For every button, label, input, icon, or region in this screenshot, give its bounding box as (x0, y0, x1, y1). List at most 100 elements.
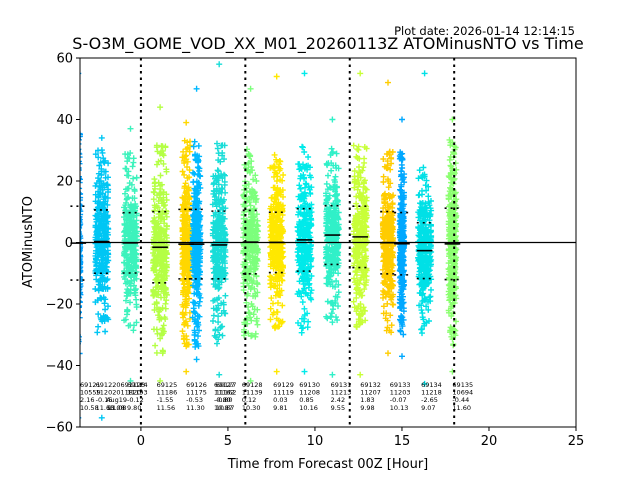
y-axis: −60 −40 −20 0 20 40 60 (46, 52, 80, 436)
annotation-13-line-1: 69131 (331, 381, 352, 389)
annotation-1-line-1: 69121 (80, 381, 101, 389)
x-tick-label-20: 20 (481, 434, 498, 449)
annotation-6-line-1: 69125 (157, 381, 178, 389)
annotation-3-line-3: Aug19 (106, 396, 127, 404)
scatter-series-8 (240, 85, 261, 384)
annotation-2-line-2: 11202011820 (96, 389, 141, 397)
scatter-series-5 (179, 119, 193, 375)
scatter-series-12 (350, 70, 370, 378)
x-tick-label-15: 15 (394, 434, 411, 449)
annotation-17-line-2: 10694 (452, 389, 473, 397)
annotation-14-line-3: 1.83 (360, 396, 374, 404)
annotation-12-line-2: 11208 (299, 389, 320, 397)
annotation-4-line-4: 11.08 (108, 404, 127, 412)
annotation-16-line-4: 9.07 (421, 404, 435, 412)
annotation-11-line-4: 9.81 (273, 404, 287, 412)
annotation-5-line-3: -0.12 (127, 396, 144, 404)
annotation-15-line-1: 69133 (390, 381, 411, 389)
scatter-series-2 (92, 134, 112, 421)
annotation-13-line-3: 2.42 (331, 396, 345, 404)
plot-date: Plot date: 2026-01-14 12:14:15 (394, 24, 575, 38)
annotation-9-line-2: 11162 (214, 389, 235, 397)
y-tick-label-0: 0 (65, 236, 73, 251)
x-tick-label-0: 0 (137, 434, 145, 449)
annotation-15-line-4: 10.13 (390, 404, 409, 412)
y-axis-label: ATOMinusNTO (21, 196, 36, 288)
annotation-5-line-4: 9.80 (127, 404, 141, 412)
annotation-9-line-4: 10.87 (214, 404, 233, 412)
y-tick-label--20: −20 (46, 298, 73, 313)
annotation-15-line-3: -0.07 (390, 396, 407, 404)
annotation-2-line-3: -0.15 (96, 396, 113, 404)
annotation-10-line-1: 69128 (242, 381, 263, 389)
annotation-3-line-4: 10.08 (106, 404, 125, 412)
annotation-8-line-1: 69127 (216, 381, 237, 389)
chart-title: S-O3M_GOME_VOD_XX_M01_20260113Z ATOMinus… (72, 34, 583, 54)
annotation-13-line-4: 9.55 (331, 404, 345, 412)
annotation-2-line-1: 691220691123 (96, 381, 146, 389)
annotation-16-line-1: 69134 (421, 381, 442, 389)
x-tick-label-10: 10 (307, 434, 324, 449)
scatter-series-7 (209, 61, 229, 378)
annotation-10-line-4: 10.30 (242, 404, 261, 412)
annotation-14-line-2: 11207 (360, 389, 381, 397)
annotation-6-line-4: 11.56 (157, 404, 176, 412)
annotation-7-line-3: -0.53 (186, 396, 203, 404)
scatter-series-13 (379, 79, 397, 357)
annotation-9-line-1: 69127 (214, 381, 235, 389)
annotation-8-line-3: -0.80 (216, 396, 233, 404)
annotation-14-line-4: 9.98 (360, 404, 374, 412)
annotation-16-line-2: 11218 (421, 389, 442, 397)
annotation-11-line-2: 11119 (273, 389, 294, 397)
annotation-13-line-2: 11213 (331, 389, 352, 397)
annotation-1-line-4: 10.58 (80, 404, 99, 412)
annotation-2-line-4: 11.63 (96, 404, 115, 412)
annotation-8-line-2: 11162 (216, 389, 237, 397)
scatter-series-1 (80, 72, 84, 419)
annotation-15-line-2: 11203 (390, 389, 411, 397)
annotation-12-line-4: 10.16 (299, 404, 318, 412)
scatter-series-10 (294, 70, 315, 375)
scatter-series-16 (445, 116, 460, 375)
annotation-1-line-3: 2.16 (80, 396, 94, 404)
annotation-11-line-3: 0.03 (273, 396, 287, 404)
annotation-1-line-2: 10559 (80, 389, 101, 397)
annotation-6-line-2: 11186 (157, 389, 178, 397)
scatter-series-3 (121, 125, 140, 384)
x-tick-label-5: 5 (224, 434, 232, 449)
y-tick-label--40: −40 (46, 359, 73, 374)
annotation-6-line-3: -1.55 (157, 396, 174, 404)
scatter-series-15 (415, 70, 435, 387)
annotation-5-line-1: 69124 (127, 381, 148, 389)
annotation-10-line-3: 0.12 (242, 396, 256, 404)
scatter-series-4 (150, 104, 170, 384)
x-tick-label-25: 25 (568, 434, 585, 449)
annotation-16-line-3: -2.65 (421, 396, 438, 404)
annotation-17-line-1: 69135 (452, 381, 473, 389)
scatter-series-14 (396, 116, 408, 360)
annotation-7-line-1: 69126 (186, 381, 207, 389)
annotation-17-line-3: -0.44 (452, 396, 469, 404)
annotation-7-line-2: 11175 (186, 389, 207, 397)
x-axis: 0 5 10 15 20 25 (137, 427, 585, 449)
scatter-series-6 (189, 85, 204, 363)
annotation-14-line-1: 69132 (360, 381, 381, 389)
annotation-7-line-4: 11.30 (186, 404, 205, 412)
scatter-series-9 (267, 73, 287, 375)
annotation-12-line-1: 69130 (299, 381, 320, 389)
annotation-12-line-3: 0.85 (299, 396, 313, 404)
annotation-5-line-2: 11193 (127, 389, 148, 397)
y-tick-label--60: −60 (46, 421, 73, 436)
x-axis-label: Time from Forecast 00Z [Hour] (227, 457, 429, 472)
annotation-10-line-2: 11139 (242, 389, 263, 397)
y-tick-label-60: 60 (56, 52, 73, 67)
annotation-8-line-4: 10.87 (216, 404, 235, 412)
annotation-17-line-4: 11.60 (452, 404, 471, 412)
annotation-9-line-3: -0.80 (214, 396, 231, 404)
scatter-series-11 (322, 116, 342, 378)
y-tick-label-20: 20 (56, 175, 73, 190)
y-tick-label-40: 40 (56, 113, 73, 128)
